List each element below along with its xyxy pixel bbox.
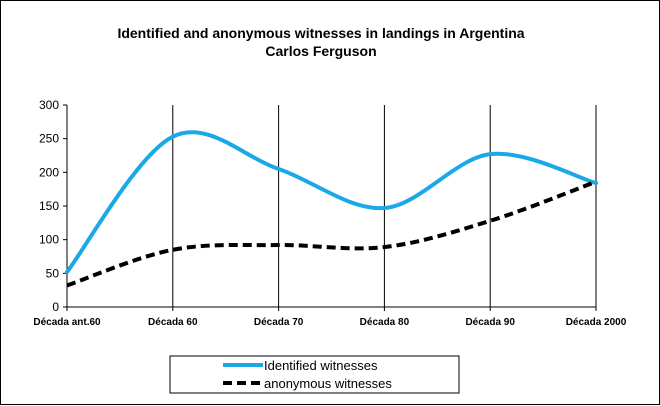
chart-subtitle: Carlos Ferguson (265, 43, 376, 59)
series-line-identified (65, 130, 598, 274)
y-tick-label: 0 (52, 300, 59, 314)
x-tick-label: Década 90 (465, 317, 515, 328)
gridlines (172, 105, 597, 307)
y-tick-label: 250 (39, 132, 59, 146)
legend-label-identified: Identified witnesses (264, 358, 378, 373)
x-tick-label: Década ant.60 (33, 317, 101, 328)
y-tick-label: 50 (46, 266, 60, 280)
y-tick-label: 100 (39, 233, 59, 247)
x-axis-ticks: Década ant.60 Década 60 Década 70 Década 80… (33, 307, 627, 328)
y-tick-label: 150 (39, 199, 59, 213)
x-tick-label: Década 2000 (566, 317, 627, 328)
y-tick-label: 200 (39, 165, 59, 179)
legend-label-anonymous: anonymous witnesses (264, 376, 392, 391)
legend: Identified witnesses anonymous witnesses (169, 355, 460, 394)
legend-box (169, 355, 460, 394)
axes (66, 105, 596, 308)
x-tick-label: Década 60 (148, 317, 198, 328)
y-axis-ticks: 0 50 100 150 200 250 300 (39, 98, 67, 314)
chart-title: Identified and anonymous witnesses in la… (117, 25, 524, 41)
x-tick-label: Década 80 (360, 317, 410, 328)
x-tick-label: Década 70 (254, 317, 304, 328)
series-lines (65, 130, 598, 288)
y-tick-label: 300 (39, 98, 59, 112)
series-line-anonymous (66, 179, 597, 288)
